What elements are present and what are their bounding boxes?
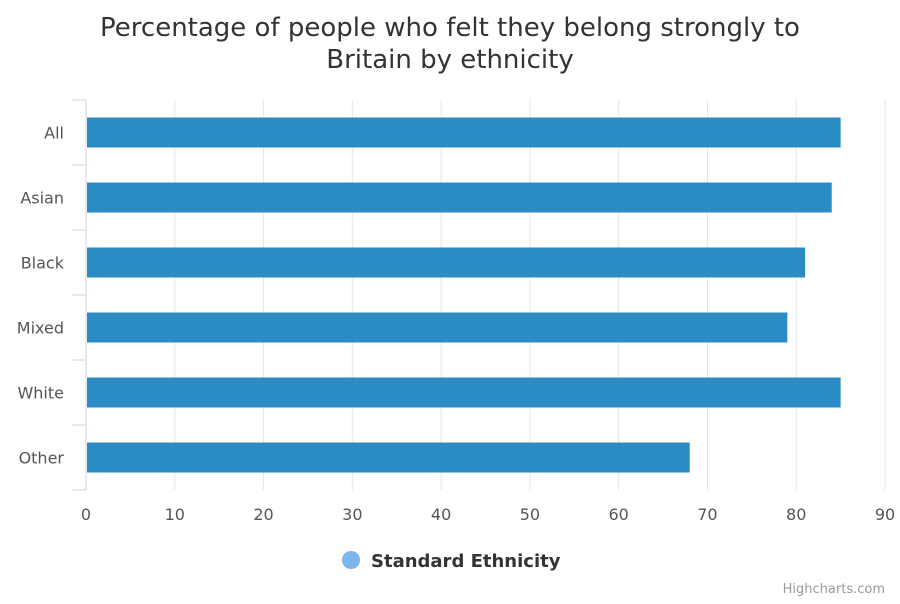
x-tick-label: 0 [81,505,91,524]
bar[interactable] [87,312,788,343]
category-label: Mixed [17,319,64,338]
x-tick-label: 40 [431,505,451,524]
chart-title-line-1: Percentage of people who felt they belon… [100,13,800,43]
category-label: Asian [20,189,64,208]
x-tick-label: 20 [253,505,273,524]
legend-marker[interactable] [342,551,360,569]
axis-labels: 0 10 20 30 40 50 60 70 80 90 All Asian Black Mixed Whi… [17,124,895,525]
x-tick-label: 50 [520,505,540,524]
chart-title-line-2: Britain by ethnicity [326,45,573,75]
legend-item-label[interactable]: Standard Ethnicity [371,551,561,572]
x-tick-label: 80 [786,505,806,524]
x-tick-label: 30 [342,505,362,524]
bar[interactable] [87,182,832,213]
legend[interactable]: Standard Ethnicity [342,551,561,572]
category-label: Black [21,254,65,273]
grid-lines [174,100,886,490]
bar[interactable] [87,117,841,148]
bar[interactable] [87,377,841,408]
x-tick-label: 90 [875,505,895,524]
x-tick-label: 10 [165,505,185,524]
credits-link[interactable]: Highcharts.com [783,582,885,597]
bar[interactable] [87,247,806,278]
category-label: White [17,384,64,403]
x-tick-label: 70 [697,505,717,524]
bar[interactable] [87,442,690,473]
x-tick-label: 60 [608,505,628,524]
category-label: Other [19,449,65,468]
category-axis [72,99,87,491]
category-label: All [44,124,64,143]
bar-series[interactable] [87,117,841,473]
